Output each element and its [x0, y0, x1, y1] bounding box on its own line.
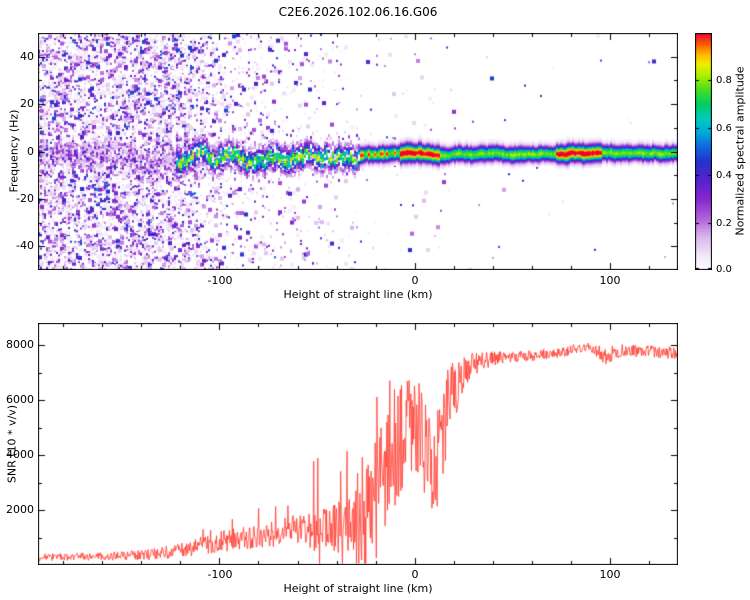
- y-axis-label-bottom: SNR (10 * v/v): [5, 404, 19, 484]
- height-tick-label: -100: [207, 568, 233, 581]
- colorbar-tick-label: 0.0: [716, 264, 732, 275]
- height-tick-label: 0: [411, 568, 419, 581]
- height-tick-label: 0: [411, 274, 419, 287]
- snr-tick-label: 4000: [6, 448, 34, 461]
- plot-title: C2E6.2026.102.06.16.G06: [278, 5, 438, 19]
- spectrogram-canvas: [38, 33, 678, 270]
- height-tick-label: 100: [599, 568, 621, 581]
- x-axis-label-bottom: Height of straight line (km): [283, 582, 433, 595]
- freq-tick-label: 0: [27, 145, 34, 158]
- height-tick-label: 100: [599, 274, 621, 287]
- freq-tick-label: -20: [16, 192, 34, 205]
- snr-tick-label: 2000: [6, 503, 34, 516]
- colorbar-tick-label: 0.4: [716, 170, 732, 181]
- snr-canvas: [38, 323, 678, 565]
- x-axis-label-top: Height of straight line (km): [283, 288, 433, 301]
- colorbar-canvas: [695, 33, 712, 270]
- colorbar-label: Normalized spectral amplitude: [733, 66, 747, 236]
- snr-tick-label: 6000: [6, 393, 34, 406]
- height-tick-label: -100: [207, 274, 233, 287]
- snr-tick-label: 8000: [6, 338, 34, 351]
- colorbar-tick-label: 0.6: [716, 123, 732, 134]
- freq-tick-label: 20: [20, 97, 34, 110]
- colorbar-tick-label: 0.8: [716, 75, 732, 86]
- freq-tick-label: 40: [20, 50, 34, 63]
- freq-tick-label: -40: [16, 239, 34, 252]
- colorbar-tick-label: 0.2: [716, 218, 732, 229]
- y-axis-label-top: Frequency (Hz): [7, 109, 21, 193]
